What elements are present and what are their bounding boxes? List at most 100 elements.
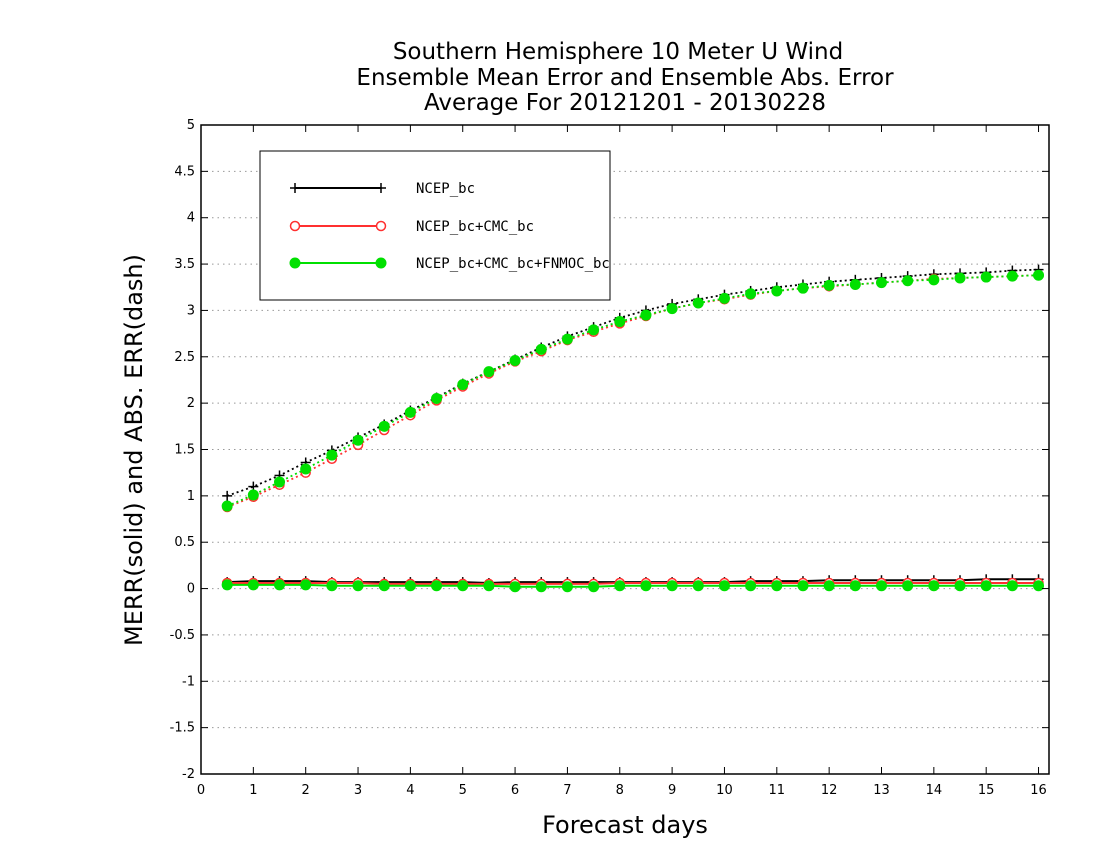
- legend-label: NCEP_bc: [416, 181, 475, 197]
- x-tick-label: 11: [769, 783, 786, 798]
- series-ncep-bc: [222, 264, 1044, 589]
- legend-entry-ncep-bc-cmc-bc-fnmoc-bc: NCEP_bc+CMC_bc+FNMOC_bc: [289, 256, 610, 272]
- series-ncep-bc-cmc-bc-fnmoc-bc: [221, 269, 1045, 593]
- legend-marker: [289, 220, 301, 232]
- chart-title-line-2: Ensemble Mean Error and Ensemble Abs. Er…: [356, 65, 894, 91]
- merr-point: [509, 581, 521, 593]
- merr-point: [823, 580, 835, 592]
- x-axis-label: Forecast days: [542, 811, 708, 839]
- merr-point: [535, 581, 547, 593]
- merr-point: [745, 580, 757, 592]
- legend-label: NCEP_bc+CMC_bc+FNMOC_bc: [416, 256, 610, 272]
- abs-err-point: [588, 324, 600, 336]
- merr-point: [300, 579, 312, 591]
- abs-err-point: [222, 490, 233, 501]
- axis-ticks: -2-1.5-1-0.500.511.522.533.544.550 1 2 3 4 5 6…: [170, 118, 1049, 798]
- gridlines: [201, 170, 1049, 729]
- x-tick-label: 8: [616, 783, 624, 798]
- abs-err-point: [666, 303, 678, 315]
- legend-items: NCEP_bc NCEP_bc+CMC_bc NCEP_bc+CMC_bc+FNMO…: [289, 181, 610, 272]
- abs-err-point: [326, 449, 338, 461]
- merr-point: [588, 581, 600, 593]
- abs-err-point: [457, 379, 469, 391]
- abs-err-point: [483, 366, 495, 378]
- legend-marker: [289, 257, 301, 269]
- abs-err-point: [509, 354, 521, 366]
- abs-err-point: [718, 292, 730, 304]
- legend: NCEP_bc NCEP_bc+CMC_bc NCEP_bc+CMC_bc+FNMO…: [259, 150, 611, 301]
- y-tick-label: 1.5: [174, 443, 195, 458]
- abs-err-point: [745, 288, 757, 300]
- x-tick-label: 7: [563, 783, 571, 798]
- merr-point: [1033, 580, 1045, 592]
- abs-err-point: [404, 406, 416, 418]
- chart-title-line-3: Average For 20121201 - 20130228: [424, 90, 826, 116]
- merr-point: [640, 580, 652, 592]
- x-tick-label: 5: [459, 783, 467, 798]
- merr-point: [980, 580, 992, 592]
- merr-point: [457, 580, 469, 592]
- abs-err-point: [378, 420, 390, 432]
- merr-point: [1006, 580, 1018, 592]
- abs-err-point: [614, 316, 626, 328]
- x-tick-label: 4: [406, 783, 414, 798]
- legend-marker: [376, 183, 386, 193]
- abs-err-point: [797, 282, 809, 294]
- merr-point: [247, 579, 259, 591]
- y-tick-label: -1: [182, 674, 195, 689]
- merr-point: [666, 580, 678, 592]
- merr-point: [378, 580, 390, 592]
- abs-err-point: [980, 271, 992, 283]
- y-tick-label: -2: [182, 767, 195, 782]
- abs-err-point: [1006, 270, 1018, 282]
- abs-err-point: [928, 274, 940, 286]
- abs-err-point: [561, 333, 573, 345]
- x-tick-label: 3: [354, 783, 362, 798]
- abs-err-point: [875, 277, 887, 289]
- x-tick-label: 6: [511, 783, 519, 798]
- merr-point: [692, 580, 704, 592]
- merr-point: [483, 580, 495, 592]
- x-tick-label: 12: [821, 783, 838, 798]
- legend-entry-ncep-bc: NCEP_bc: [290, 181, 475, 197]
- legend-marker: [375, 220, 387, 232]
- x-tick-label: 13: [873, 783, 890, 798]
- merr-point: [404, 580, 416, 592]
- series-ncep-bc-cmc-bc: [221, 269, 1044, 590]
- x-tick-label: 10: [716, 783, 733, 798]
- merr-line: [227, 582, 1039, 585]
- merr-point: [326, 580, 338, 592]
- y-tick-label: 4: [187, 211, 195, 226]
- merr-point: [431, 580, 443, 592]
- y-tick-label: 4.5: [174, 164, 195, 179]
- merr-point: [561, 581, 573, 593]
- abs-err-point: [352, 434, 364, 446]
- abs-err-point: [692, 297, 704, 309]
- abs-err-point: [247, 489, 259, 501]
- y-tick-label: -0.5: [170, 628, 195, 643]
- merr-point: [928, 580, 940, 592]
- y-tick-label: 2.5: [174, 350, 195, 365]
- abs-err-point: [274, 476, 286, 488]
- y-tick-label: 0.5: [174, 535, 195, 550]
- abs-err-line: [226, 274, 1039, 507]
- merr-point: [797, 580, 809, 592]
- merr-line: [227, 583, 1039, 588]
- merr-point: [614, 580, 626, 592]
- abs-err-point: [771, 285, 783, 297]
- y-tick-label: 1: [187, 489, 195, 504]
- y-tick-label: 2: [187, 396, 195, 411]
- merr-point: [849, 580, 861, 592]
- merr-point: [771, 580, 783, 592]
- legend-marker: [290, 183, 300, 193]
- abs-err-point: [849, 278, 861, 290]
- abs-err-point: [221, 500, 233, 512]
- legend-label: NCEP_bc+CMC_bc: [416, 219, 534, 235]
- y-axis-label: MERR(solid) and ABS. ERR(dash): [120, 254, 148, 646]
- abs-err-point: [902, 275, 914, 287]
- abs-err-point: [1033, 269, 1045, 281]
- y-tick-label: 5: [187, 118, 195, 133]
- abs-err-point: [954, 272, 966, 284]
- abs-err-point: [431, 393, 443, 405]
